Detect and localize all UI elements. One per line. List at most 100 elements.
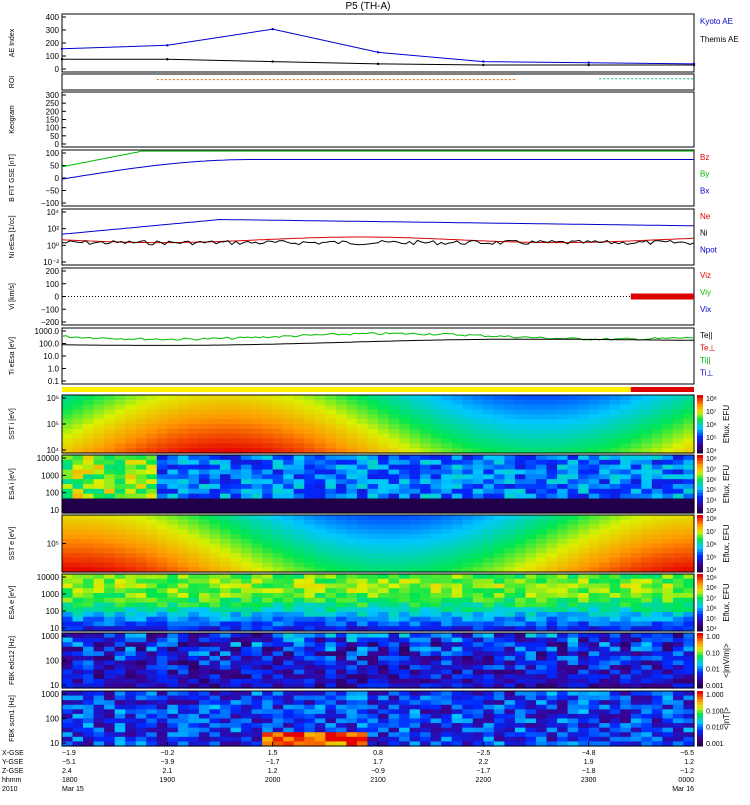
spectrogram-cell [83, 607, 95, 613]
xtick-label: 2.1 [162, 768, 172, 775]
spectrogram-cell [472, 399, 484, 406]
spectrogram-cell [651, 674, 663, 680]
spectrogram-cell [462, 534, 474, 540]
spectrogram-cell [283, 508, 295, 514]
spectrogram-cell [83, 709, 95, 715]
spectrogram-cell [135, 515, 147, 521]
spectrogram-cell [104, 736, 116, 743]
spectrogram-cell [177, 529, 189, 535]
spectrogram-cell [314, 409, 326, 415]
spectrogram-cell [662, 695, 674, 701]
spectrogram-cell [114, 553, 126, 559]
spectrogram-cell [399, 414, 411, 420]
spectrogram-cell [241, 646, 253, 652]
spectrogram-cell [72, 597, 84, 604]
spectrogram-cell [293, 464, 305, 471]
spectrogram-cell [557, 732, 569, 738]
spectrogram-cell [346, 646, 358, 652]
spectrogram-cell [683, 524, 695, 530]
spectrogram-cell [283, 607, 295, 613]
spectrogram-cell [156, 508, 168, 514]
spectrogram-cell [662, 548, 674, 554]
spectrogram-cell [683, 553, 695, 559]
spectrogram-cell [630, 524, 642, 530]
spectrogram-cell [220, 674, 232, 680]
spectrogram-cell [230, 695, 242, 701]
spectrogram-cell [546, 704, 558, 710]
panel-frame [61, 454, 695, 514]
spectrogram-cell [135, 469, 147, 475]
spectrogram-cell [409, 616, 421, 623]
spectrogram-cell [662, 678, 674, 685]
spectrogram-cell [525, 424, 537, 430]
spectrogram-cell [62, 646, 74, 652]
spectrogram-cell [209, 741, 221, 747]
spectrogram-cell [188, 474, 200, 480]
spectrogram-cell [314, 642, 326, 648]
spectrogram-cell [293, 498, 305, 504]
spectrogram-cell [335, 515, 347, 521]
spectrogram-cell [630, 567, 642, 573]
spectrogram-cell [177, 665, 189, 671]
spectrogram-cell [441, 736, 453, 743]
spectrogram-cell [167, 524, 179, 530]
spectrogram-cell [620, 669, 632, 675]
spectrogram-cell [356, 646, 369, 652]
spectrogram-cell [146, 695, 158, 701]
spectrogram-cell [356, 493, 369, 500]
spectrogram-cell [672, 674, 685, 680]
spectrogram-cell [620, 637, 632, 643]
spectrogram-cell [567, 543, 579, 549]
spectrogram-cell [125, 414, 137, 420]
ytick-label: 10⁴ [47, 446, 60, 455]
spectrogram-cell [346, 567, 358, 573]
spectrogram-cell [156, 651, 168, 657]
spectrogram-cell [504, 669, 516, 675]
spectrogram-cell [114, 424, 126, 430]
spectrogram-cell [620, 607, 632, 613]
spectrogram-cell [62, 626, 74, 632]
spectrogram-cell [272, 674, 284, 680]
spectrogram-cell [283, 399, 295, 406]
spectrogram-cell [283, 674, 295, 680]
colorbar-segment [697, 633, 703, 637]
spectrogram-cell [346, 602, 358, 608]
spectrogram-cell [177, 553, 189, 559]
spectrogram-cell [430, 488, 442, 495]
spectrogram-cell [441, 651, 453, 657]
spectrogram-cell [399, 741, 411, 747]
spectrogram-cell [557, 583, 569, 589]
xtick-label: 0.8 [373, 750, 383, 757]
spectrogram-cell [557, 493, 569, 500]
spectrogram-cell [251, 484, 263, 490]
spectrogram-cell [251, 469, 263, 475]
spectrogram-cell [641, 607, 653, 613]
spectrogram-cell [441, 404, 453, 411]
colorbar-segment [697, 638, 703, 642]
spectrogram-cell [220, 678, 232, 685]
spectrogram-cell [188, 593, 200, 599]
spectrogram-cell [620, 524, 632, 530]
spectrogram-cell [220, 723, 232, 729]
xtick-label: 1.2 [268, 768, 278, 775]
spectrogram-cell [72, 479, 84, 485]
colorbar-segment [697, 628, 703, 632]
spectrogram-cell [599, 404, 611, 411]
spectrogram-cell [525, 665, 537, 671]
spectrogram-cell [314, 548, 326, 554]
colorbar-segment [697, 702, 703, 706]
spectrogram-cell [93, 484, 105, 490]
spectrogram-cell [388, 543, 400, 549]
spectrogram-cell [156, 484, 168, 490]
spectrogram-cell [399, 695, 411, 701]
spectrogram-cell [514, 718, 527, 724]
spectrogram-cell [620, 534, 632, 540]
spectrogram-cell [346, 414, 358, 420]
spectrogram-cell [420, 459, 432, 466]
spectrogram-cell [504, 588, 516, 594]
spectrogram-cell [146, 691, 158, 697]
spectrogram-cell [630, 484, 642, 490]
spectrogram-cell [230, 616, 242, 623]
spectrogram-cell [62, 524, 74, 530]
spectrogram-cell [83, 633, 95, 639]
